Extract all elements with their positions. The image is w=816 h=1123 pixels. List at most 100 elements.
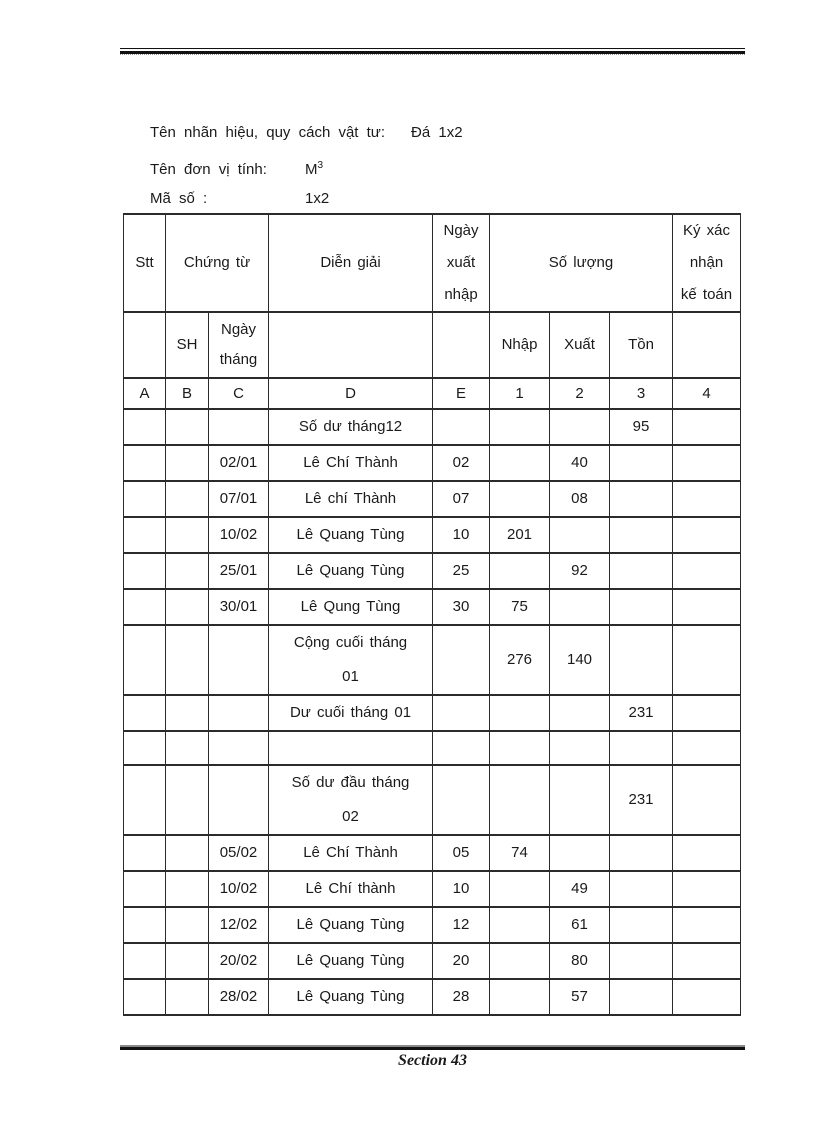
table-cell (672, 694, 742, 732)
table-cell: 12 (432, 906, 490, 944)
table-cell (208, 730, 269, 766)
table-cell: 61 (549, 906, 610, 944)
table-row: 07/01 Lê chí Thành 07 08 (123, 480, 742, 518)
unit-value-exponent: 3 (317, 160, 324, 171)
table-cell (123, 552, 166, 590)
table-cell: 02/01 (208, 444, 269, 482)
header-cell: Xuất (549, 311, 610, 379)
table-cell: 02 (432, 444, 490, 482)
table-cell (123, 906, 166, 944)
header-cell (432, 311, 490, 379)
table-cell: 201 (489, 516, 550, 554)
table-cell (208, 694, 269, 732)
table-cell (608, 730, 674, 766)
table-cell: 57 (549, 978, 610, 1016)
ledger-body: Số dư tháng12 95 02/01 Lê Chí Thành 02 40 07/0… (123, 408, 742, 1016)
header-cell: Ngày tháng (208, 311, 269, 379)
table-cell (672, 942, 742, 980)
header-cell: SH (165, 311, 209, 379)
table-cell (165, 870, 209, 908)
table-row: Dư cuối tháng 01 231 (123, 694, 742, 732)
material-name-line: Tên nhãn hiệu, quy cách vật tư: Đá 1x2 (150, 116, 463, 149)
table-cell (165, 906, 209, 944)
table-cell (165, 694, 209, 732)
header-cell: C (208, 377, 269, 410)
table-cell (672, 978, 742, 1016)
footer-rule-black-line (120, 1047, 745, 1050)
table-cell (432, 730, 490, 766)
ledger-table: Stt Chứng từ Diễn giải Ngày xuất nhập Số lượ… (123, 213, 742, 1016)
table-cell: Lê Quang Tùng (268, 552, 433, 590)
header-cell: Tồn (608, 311, 674, 379)
table-cell (608, 906, 674, 944)
table-cell: 25/01 (208, 552, 269, 590)
table-cell (489, 906, 550, 944)
table-cell: 05 (432, 834, 490, 872)
header-cell: A (123, 377, 166, 410)
table-cell (672, 730, 742, 766)
material-name-value: Đá 1x2 (411, 124, 463, 141)
header-cell (268, 311, 433, 379)
table-cell: 28 (432, 978, 490, 1016)
code-label: Mã số : (150, 190, 208, 207)
table-cell: 08 (549, 480, 610, 518)
table-cell (549, 730, 610, 766)
table-cell (672, 516, 742, 554)
table-cell: 10/02 (208, 516, 269, 554)
table-cell (432, 764, 490, 836)
table-cell (608, 978, 674, 1016)
table-cell (489, 764, 550, 836)
table-cell (123, 516, 166, 554)
header-cell: Số lượng (488, 213, 674, 313)
table-cell (489, 978, 550, 1016)
table-cell (549, 516, 610, 554)
code-value: 1x2 (305, 190, 330, 207)
header-row: SH Ngày tháng Nhập Xuất Tồn (123, 311, 742, 379)
header-rule-thick-line (120, 51, 745, 54)
table-row: Cộng cuối tháng 01 276 140 (123, 624, 742, 696)
table-cell (608, 870, 674, 908)
table-cell (672, 624, 742, 696)
header-cell: D (268, 377, 433, 410)
table-cell (672, 588, 742, 626)
table-cell (123, 834, 166, 872)
table-cell: 07 (432, 480, 490, 518)
table-row (123, 730, 742, 766)
header-cell: 3 (608, 377, 674, 410)
header-row: Stt Chứng từ Diễn giải Ngày xuất nhập Số lượ… (123, 213, 742, 313)
table-cell: 07/01 (208, 480, 269, 518)
table-row: 05/02 Lê Chí Thành 05 74 (123, 834, 742, 872)
table-cell (549, 588, 610, 626)
table-cell: Lê chí Thành (268, 480, 433, 518)
table-cell (608, 834, 674, 872)
table-cell (549, 764, 610, 836)
table-cell (165, 978, 209, 1016)
table-cell (123, 480, 166, 518)
table-row: 25/01 Lê Quang Tùng 25 92 (123, 552, 742, 590)
table-cell (165, 588, 209, 626)
table-cell (123, 870, 166, 908)
table-cell (489, 552, 550, 590)
table-cell (123, 408, 166, 446)
table-cell (672, 764, 742, 836)
table-cell: 49 (549, 870, 610, 908)
table-cell: 92 (549, 552, 610, 590)
table-cell (489, 942, 550, 980)
table-cell: 05/02 (208, 834, 269, 872)
table-cell (165, 480, 209, 518)
ledger-head: Stt Chứng từ Diễn giải Ngày xuất nhập Số lượ… (123, 213, 742, 410)
table-cell (432, 694, 490, 732)
header-cell: Chứng từ (165, 213, 269, 313)
table-cell: 10 (432, 516, 490, 554)
header-cell: Ngày xuất nhập (432, 213, 490, 313)
table-cell (123, 694, 166, 732)
table-cell: 30/01 (208, 588, 269, 626)
table-cell (165, 552, 209, 590)
table-row: 12/02 Lê Quang Tùng 12 61 (123, 906, 742, 944)
table-cell (608, 516, 674, 554)
header-cell: B (165, 377, 209, 410)
table-row: 10/02 Lê Chí thành 10 49 (123, 870, 742, 908)
header-cell: 1 (489, 377, 550, 410)
